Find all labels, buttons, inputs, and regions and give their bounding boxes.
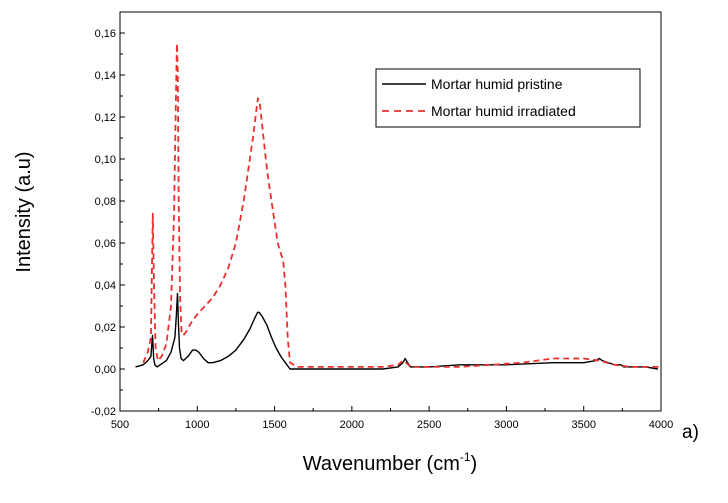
y-tick-label: 0,16 <box>95 28 116 40</box>
y-axis-ticks: -0,02 0,00 0,02 0,04 0,06 0,08 0,10 0,12 0,14 0,1… <box>91 28 125 418</box>
series-line-pristine <box>135 292 659 370</box>
legend: Mortar humid pristine Mortar humid irrad… <box>375 68 641 128</box>
y-tick-label: -0,02 <box>91 406 116 418</box>
y-tick-label: 0,02 <box>95 322 116 334</box>
x-tick-label: 3500 <box>571 419 595 431</box>
x-tick-label: 1500 <box>262 419 286 431</box>
series-line-irradiated <box>142 42 660 368</box>
y-tick-label: 0,12 <box>95 112 116 124</box>
x-axis-title-suffix: ) <box>471 453 478 475</box>
y-tick-label: 0,04 <box>95 280 116 292</box>
legend-box <box>375 68 641 128</box>
y-axis-title: Intensity (a.u) <box>13 151 35 272</box>
x-tick-label: 500 <box>111 419 129 431</box>
y-tick-label: 0,00 <box>95 364 116 376</box>
x-axis-title-main: Wavenumber (cm <box>303 453 460 475</box>
x-axis-title-superscript: -1 <box>460 450 471 464</box>
series-layer <box>135 42 660 370</box>
x-axis-ticks: 500 1000 1500 2000 2500 3000 3500 4000 <box>111 406 673 431</box>
y-tick-label: 0,06 <box>95 238 116 250</box>
y-tick-label: 0,10 <box>95 154 116 166</box>
x-tick-label: 1000 <box>185 419 209 431</box>
x-tick-label: 2000 <box>340 419 364 431</box>
panel-label: a) <box>682 422 699 443</box>
y-tick-label: 0,14 <box>95 70 116 82</box>
x-tick-label: 3000 <box>494 419 518 431</box>
legend-label-pristine: Mortar humid pristine <box>431 76 563 92</box>
y-tick-label: 0,08 <box>95 196 116 208</box>
x-axis-title: Wavenumber (cm-1) <box>303 450 477 475</box>
x-tick-label: 4000 <box>649 419 673 431</box>
legend-label-irradiated: Mortar humid irradiated <box>431 103 576 119</box>
x-tick-label: 2500 <box>417 419 441 431</box>
